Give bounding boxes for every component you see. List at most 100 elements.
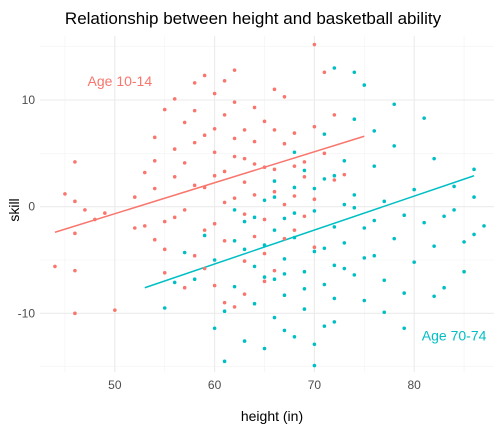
data-point <box>212 127 217 131</box>
data-point <box>292 194 297 198</box>
data-point <box>232 100 237 104</box>
data-point <box>172 280 177 285</box>
data-point <box>222 200 227 205</box>
data-point <box>352 193 357 197</box>
data-point <box>372 129 377 133</box>
data-point <box>402 213 407 217</box>
trend-line <box>54 135 365 233</box>
data-point <box>322 70 327 75</box>
data-point <box>202 228 207 232</box>
data-point <box>272 315 277 320</box>
y-tick-label: 0 <box>28 200 35 214</box>
data-point <box>262 165 267 169</box>
data-point <box>282 293 287 298</box>
data-point <box>202 133 207 137</box>
data-point <box>242 180 247 184</box>
data-point <box>372 164 377 168</box>
data-point <box>302 160 307 164</box>
data-point <box>272 189 277 194</box>
x-axis-ticks: 50 60 70 80 <box>108 378 421 392</box>
data-point <box>212 173 217 178</box>
data-point <box>73 160 77 164</box>
data-point <box>73 311 77 316</box>
data-point <box>452 208 456 212</box>
data-point <box>442 285 446 290</box>
y-tick-label: 10 <box>22 93 36 107</box>
annotation-label: Age 70-74 <box>422 328 487 344</box>
data-point <box>312 342 317 347</box>
data-point <box>242 339 247 343</box>
data-point <box>242 128 247 132</box>
data-point <box>222 239 227 243</box>
data-point <box>382 199 387 204</box>
data-point <box>162 219 167 224</box>
data-point <box>292 131 297 135</box>
data-point <box>312 249 317 254</box>
x-tick-label: 70 <box>308 378 322 392</box>
data-point <box>342 172 347 177</box>
data-point <box>302 214 307 219</box>
data-point <box>272 167 277 172</box>
data-point <box>392 144 397 148</box>
data-point <box>332 225 337 229</box>
data-point <box>472 195 476 199</box>
data-point <box>472 167 476 172</box>
x-tick-label: 80 <box>407 378 421 392</box>
data-point <box>302 168 307 173</box>
x-axis-title: height (in) <box>241 408 303 424</box>
data-point <box>462 240 466 244</box>
data-point <box>382 278 387 283</box>
data-point <box>222 169 227 174</box>
data-point <box>162 271 167 275</box>
data-point <box>312 245 317 249</box>
data-point <box>252 162 257 166</box>
data-point <box>312 124 317 129</box>
data-point <box>322 177 327 181</box>
data-point <box>272 268 277 273</box>
data-point <box>242 156 247 161</box>
data-point <box>132 195 137 199</box>
annotations: Age 10-14 Age 70-74 <box>88 73 487 344</box>
data-point <box>262 251 267 256</box>
data-point <box>282 95 287 99</box>
data-point <box>53 264 57 269</box>
data-point <box>73 231 77 236</box>
data-point <box>232 136 237 141</box>
data-point <box>322 246 327 251</box>
data-point <box>312 186 317 191</box>
data-point <box>342 241 347 245</box>
data-point <box>352 70 357 75</box>
data-point <box>402 326 407 331</box>
data-point <box>232 196 237 200</box>
data-point <box>282 202 287 207</box>
data-point <box>272 87 277 92</box>
data-point <box>332 66 337 70</box>
x-tick-label: 60 <box>208 378 222 392</box>
data-point <box>292 235 297 240</box>
data-point <box>312 363 317 368</box>
data-point <box>362 298 367 303</box>
data-point <box>252 234 257 239</box>
data-point <box>422 116 426 120</box>
data-point <box>212 283 217 288</box>
data-point <box>142 224 147 228</box>
data-point <box>182 250 187 255</box>
data-point <box>192 108 197 113</box>
data-point <box>422 220 426 225</box>
data-point <box>332 173 337 178</box>
data-point <box>292 185 297 190</box>
data-point <box>292 164 297 168</box>
data-point <box>172 97 177 101</box>
data-point <box>302 269 307 274</box>
data-point <box>192 140 197 145</box>
data-point <box>202 233 207 238</box>
data-point <box>262 346 267 351</box>
data-point <box>212 221 217 226</box>
data-point <box>392 102 397 107</box>
data-point <box>372 218 377 223</box>
data-point <box>172 215 177 220</box>
data-point <box>232 239 237 243</box>
data-points <box>53 42 486 368</box>
data-point <box>322 151 327 156</box>
